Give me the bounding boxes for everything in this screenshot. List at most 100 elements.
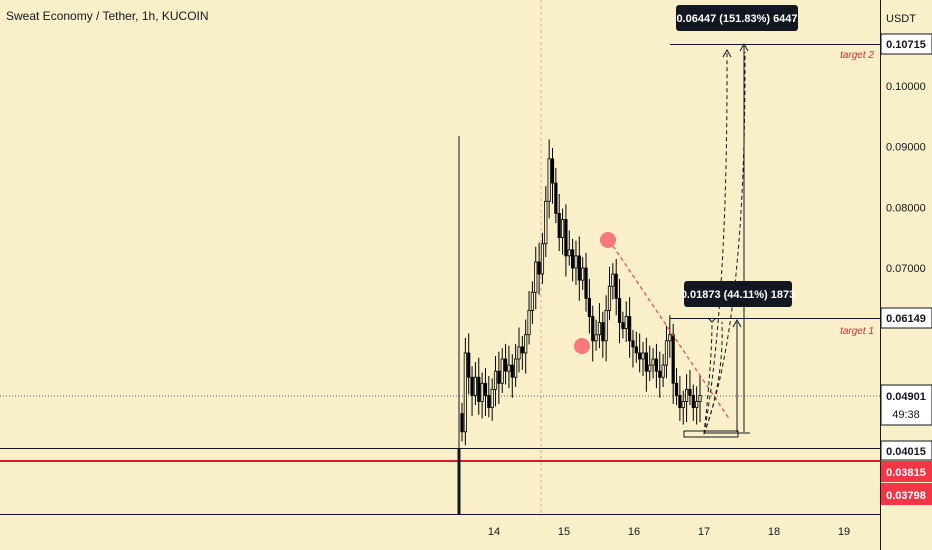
candle-body bbox=[520, 346, 524, 354]
candle-body bbox=[530, 291, 534, 311]
projection-arrow-1a bbox=[703, 321, 713, 435]
candle-body bbox=[567, 249, 571, 257]
measure-box-1 bbox=[684, 281, 792, 307]
candle-body bbox=[661, 364, 665, 378]
price-tick-label: 0.10000 bbox=[886, 81, 926, 93]
candle-body bbox=[604, 310, 608, 342]
candle-body bbox=[540, 243, 545, 275]
candle-body bbox=[664, 340, 669, 366]
candle-body bbox=[524, 334, 528, 354]
time-tick-label: 19 bbox=[838, 526, 850, 538]
candle-body bbox=[691, 395, 695, 408]
target-2-annotation: target 2 bbox=[840, 50, 874, 61]
candle-body bbox=[698, 395, 702, 402]
price-tick-label: 0.08000 bbox=[886, 202, 926, 214]
candle-body bbox=[473, 376, 478, 396]
buy-zone-box[interactable] bbox=[683, 430, 739, 438]
target-1-price-text: 0.06149 bbox=[886, 313, 926, 325]
candle-body bbox=[493, 370, 498, 390]
currency-label: USDT bbox=[886, 13, 916, 25]
candle-body bbox=[681, 401, 685, 408]
candle-body bbox=[654, 358, 659, 372]
candle-body bbox=[597, 322, 602, 336]
candle-body bbox=[534, 261, 538, 293]
candle-body bbox=[510, 364, 514, 378]
target-2-price-text: 0.10715 bbox=[886, 39, 926, 51]
candle-body bbox=[480, 382, 484, 402]
candle-body bbox=[487, 395, 491, 408]
last-price-text: 0.04901 bbox=[886, 391, 926, 403]
candle-body bbox=[617, 297, 622, 324]
candles bbox=[460, 139, 702, 446]
candle-body bbox=[684, 388, 689, 402]
time-tick-label: 14 bbox=[488, 526, 500, 538]
candle-body bbox=[601, 322, 605, 342]
low-price-text: 0.03798 bbox=[886, 490, 926, 502]
candle-body bbox=[477, 376, 481, 402]
candle-body bbox=[668, 334, 672, 342]
candle-body bbox=[490, 388, 494, 408]
candle-body bbox=[514, 358, 518, 378]
candle-body bbox=[483, 382, 488, 396]
candle-body bbox=[463, 352, 467, 433]
candle-body bbox=[628, 316, 632, 342]
peak-marker bbox=[600, 232, 616, 248]
price-tick-label: 0.09000 bbox=[886, 142, 926, 154]
low-price-tag bbox=[881, 483, 932, 505]
measure-arrowhead-2 bbox=[739, 42, 749, 52]
candle-body bbox=[641, 352, 645, 360]
candle-body bbox=[584, 267, 588, 299]
support-price-text: 0.04015 bbox=[886, 446, 926, 458]
chart-title: Sweat Economy / Tether, 1h, KUCOIN bbox=[6, 9, 209, 23]
time-tick-label: 18 bbox=[768, 526, 780, 538]
candle-body bbox=[621, 322, 625, 330]
target-1-price-tag bbox=[880, 307, 932, 329]
candle-body bbox=[674, 382, 679, 396]
candle-body bbox=[624, 316, 628, 330]
low-marker bbox=[574, 338, 590, 354]
candle-body bbox=[658, 370, 662, 378]
candle-body bbox=[644, 352, 648, 372]
candle-body bbox=[678, 395, 682, 408]
price-tick-label: 0.07000 bbox=[886, 263, 926, 275]
candle-body bbox=[503, 358, 508, 372]
candle-body bbox=[614, 273, 618, 299]
candle-body bbox=[554, 182, 558, 214]
projection-arrowhead-2a bbox=[722, 48, 732, 58]
downtrend-line[interactable] bbox=[608, 239, 731, 421]
red-level-price-tag bbox=[881, 461, 932, 482]
candle-body bbox=[560, 219, 565, 239]
candle-body bbox=[634, 346, 638, 354]
candle-body bbox=[587, 297, 591, 317]
candle-body bbox=[581, 267, 585, 281]
candle-body bbox=[688, 388, 692, 396]
candle-body bbox=[564, 219, 568, 257]
candle-body bbox=[557, 213, 561, 239]
candle-body bbox=[544, 200, 548, 245]
candle-body bbox=[550, 158, 555, 184]
candle-body bbox=[671, 334, 675, 384]
candle-body bbox=[638, 352, 642, 360]
candle-body bbox=[571, 249, 575, 269]
candle-body bbox=[631, 340, 635, 348]
candle-body bbox=[695, 401, 699, 408]
candle-body bbox=[497, 370, 501, 384]
candle-body bbox=[537, 261, 541, 275]
measure-box-1-text: 0.01873 (44.11%) 1873 bbox=[681, 289, 795, 301]
candle-body bbox=[607, 285, 612, 311]
candle-body bbox=[594, 334, 598, 342]
measure-box-2 bbox=[676, 5, 798, 31]
measure-arrowhead-1 bbox=[732, 318, 742, 328]
candle-body bbox=[527, 310, 531, 336]
target-2-price-tag bbox=[880, 33, 932, 55]
price-axis-ticks: 0.10000 0.09000 0.08000 0.07000 bbox=[886, 81, 926, 275]
candle-body bbox=[507, 364, 511, 372]
target-1-annotation: target 1 bbox=[840, 326, 874, 337]
projection-arrow-1b bbox=[703, 321, 723, 435]
projection-arrow-2a bbox=[703, 51, 728, 435]
candle-body bbox=[574, 255, 578, 269]
measure-box-2-text: 0.06447 (151.83%) 6447 bbox=[676, 13, 797, 25]
projection-arrow-2b bbox=[703, 51, 746, 435]
